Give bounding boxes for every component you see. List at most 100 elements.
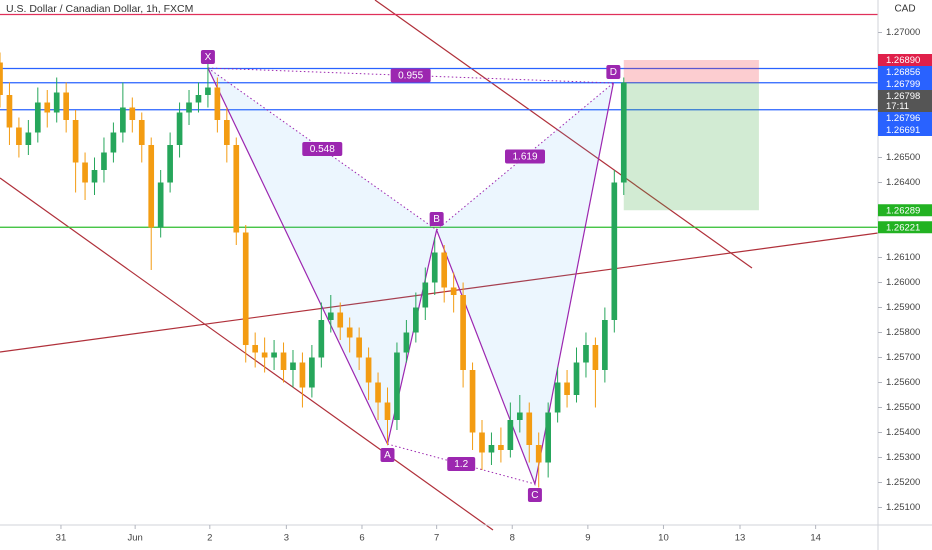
y-tick-label: 1.25200: [886, 477, 920, 488]
candle-body: [592, 345, 599, 370]
candle-body: [583, 345, 589, 363]
countdown-label: 17:11: [886, 101, 909, 112]
price-badge-label: 1.26890: [886, 55, 920, 66]
candle-body: [384, 402, 391, 420]
candle-body: [129, 107, 136, 120]
price-badge-label: 1.26798: [886, 91, 920, 102]
candle-body: [91, 170, 98, 183]
x-tick-label: 10: [658, 533, 669, 544]
chart-title: U.S. Dollar / Canadian Dollar, 1h, FXCM: [6, 3, 193, 15]
candle-body: [309, 357, 315, 388]
currency-label: CAD: [894, 4, 915, 15]
candle-body: [535, 445, 542, 463]
candle-body: [110, 132, 117, 153]
pattern-point-box: [606, 65, 621, 79]
x-tick-label: 6: [359, 533, 364, 544]
ratio-label: 0.548: [310, 144, 335, 155]
y-tick-label: 1.26500: [886, 152, 920, 163]
price-badge-label: 1.26856: [886, 67, 920, 78]
pattern-point-label: C: [531, 490, 538, 501]
candle-body: [157, 182, 164, 228]
candle-body: [261, 352, 268, 358]
candle-body: [242, 232, 249, 345]
candle-body: [167, 145, 173, 183]
candle-body: [498, 445, 504, 450]
candle-body: [148, 145, 155, 228]
candle-body: [214, 87, 221, 120]
y-tick-label: 1.26100: [886, 252, 920, 263]
candle-body: [346, 327, 353, 338]
x-tick-label: 31: [56, 533, 67, 544]
plot-area: [0, 0, 879, 531]
candle-body: [290, 362, 296, 370]
candle-body: [460, 295, 466, 370]
trend-line: [0, 177, 494, 531]
y-tick-label: 1.25500: [886, 402, 920, 413]
candle-body: [252, 345, 259, 353]
x-tick-label: 2: [207, 533, 212, 544]
candle-body: [44, 102, 51, 113]
candle-body: [356, 337, 362, 358]
y-tick-label: 1.25700: [886, 352, 920, 363]
x-tick-label: 8: [510, 533, 515, 544]
price-badge-label: 1.26221: [886, 222, 920, 233]
ratio-label: 1.2: [454, 459, 468, 470]
candle-body: [554, 382, 561, 413]
price-badge: [878, 78, 932, 90]
candle-body: [422, 282, 429, 308]
candle-body: [516, 412, 523, 420]
candle-body: [403, 332, 410, 353]
candle-body: [469, 370, 476, 433]
price-badge: [878, 112, 932, 124]
candle-body: [299, 362, 306, 388]
pattern-fill: [436, 83, 614, 484]
y-tick-label: 1.25800: [886, 327, 920, 338]
candle-body: [280, 352, 287, 370]
candle-body: [545, 412, 551, 463]
candle-body: [72, 120, 79, 163]
candle-body: [233, 145, 240, 233]
candle-body: [82, 162, 88, 183]
candle-body: [53, 92, 60, 113]
pattern-point-label: B: [433, 214, 440, 225]
candle-body: [564, 382, 570, 395]
pattern-point-label: X: [205, 52, 212, 63]
candle-body: [195, 95, 202, 103]
ratio-label: 0.955: [398, 71, 423, 82]
x-tick-label: 9: [585, 533, 590, 544]
candle-body: [120, 107, 126, 133]
candle-body: [507, 420, 514, 450]
pattern-point-box: [200, 50, 215, 64]
price-badge-label: 1.26799: [886, 79, 920, 90]
y-tick-label: 1.26400: [886, 177, 920, 188]
candle-body: [205, 87, 211, 95]
candle-body: [223, 120, 230, 145]
candle-body: [138, 120, 145, 145]
ratio-box: [447, 457, 476, 471]
price-badge-label: 1.26289: [886, 205, 920, 216]
candle-body: [318, 320, 325, 358]
candle-body: [101, 152, 107, 170]
candle-body: [573, 362, 580, 395]
candle-body: [526, 412, 533, 445]
y-tick-label: 1.25300: [886, 452, 920, 463]
y-tick-label: 1.25900: [886, 302, 920, 313]
candle-body: [337, 312, 344, 328]
ratio-label: 1.619: [512, 152, 537, 163]
candle-body: [611, 182, 618, 320]
candle-body: [271, 352, 277, 358]
candle-body: [34, 102, 41, 133]
candle-body: [431, 252, 438, 283]
candle-body: [450, 287, 457, 295]
price-badge: [878, 90, 932, 112]
candle-body: [176, 112, 183, 145]
candle-body: [441, 252, 448, 288]
candle-body: [16, 127, 22, 145]
candle-body: [413, 307, 419, 333]
pattern-point-label: A: [384, 450, 391, 461]
price-badge-label: 1.26796: [886, 113, 920, 124]
ratio-box: [302, 142, 343, 156]
price-badge: [878, 204, 932, 217]
